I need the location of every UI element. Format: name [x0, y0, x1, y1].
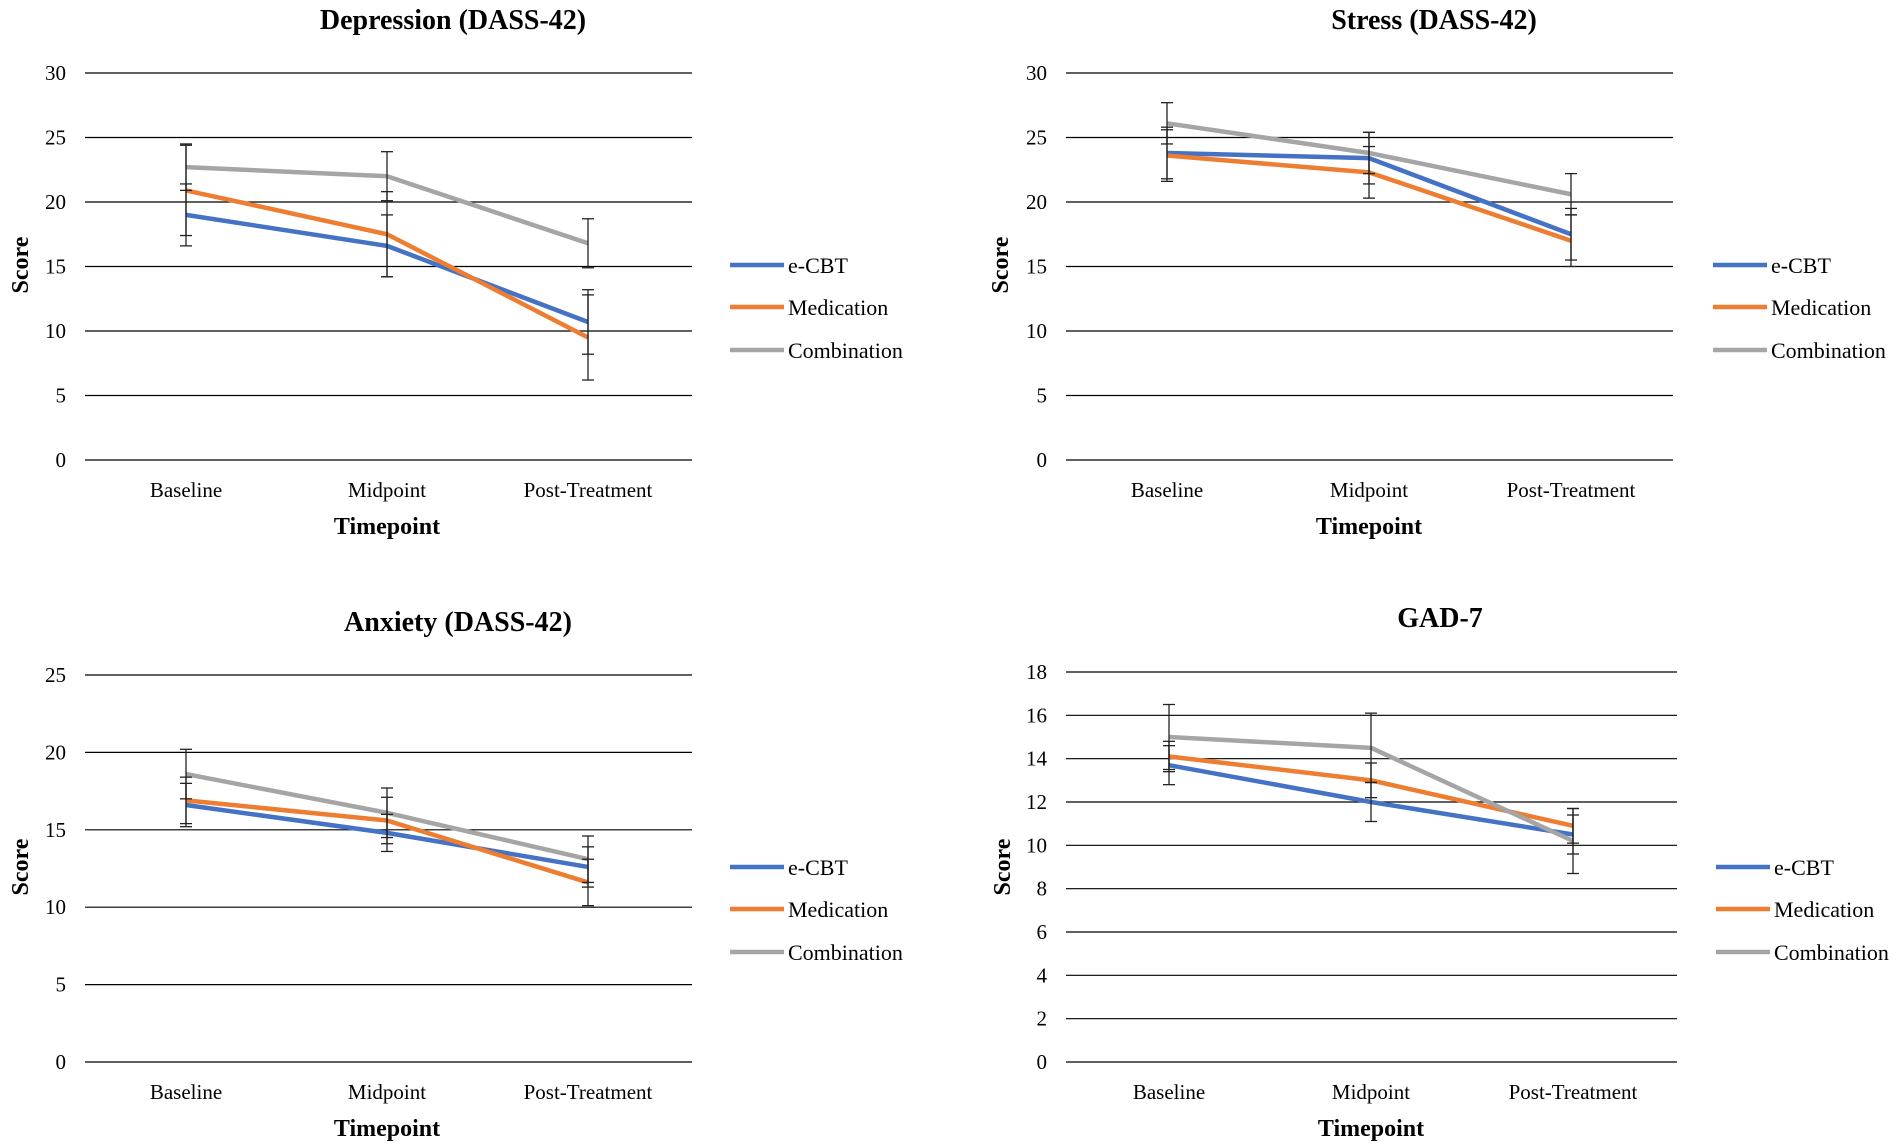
x-axis-title: Timepoint [334, 1116, 440, 1142]
legend-label: Medication [1774, 897, 1874, 922]
legend-item-e-cbt: e-CBT [730, 253, 848, 278]
legend-label: Combination [1771, 338, 1886, 363]
legend-label: Combination [788, 940, 903, 965]
y-tick-label: 16 [1026, 703, 1047, 727]
chart-panel-anxiety: Anxiety (DASS-42) 0 5 10 15 20 25 Baseline Mid… [8, 607, 903, 1142]
legend-label: e-CBT [788, 855, 848, 880]
y-tick-label: 14 [1026, 747, 1048, 771]
y-tick-label: 12 [1026, 790, 1047, 814]
x-axis-title: Timepoint [334, 514, 440, 540]
legend-item-combination: Combination [1713, 338, 1886, 363]
y-tick-label: 25 [45, 663, 66, 687]
x-tick-label: Post-Treatment [524, 478, 653, 502]
y-tick-label: 0 [56, 448, 67, 472]
chart-panel-depression: Depression (DASS-42) 0 5 10 15 20 25 30 Baseli… [8, 5, 903, 540]
chart-title: Anxiety (DASS-42) [344, 607, 572, 638]
chart-panel-gad7: GAD-7 0 2 4 6 8 10 12 14 16 18 Baseline Midpoint Po… [990, 603, 1889, 1142]
y-tick-label: 20 [45, 190, 66, 214]
y-tick-label: 5 [56, 384, 67, 408]
y-tick-label: 20 [45, 740, 66, 764]
y-tick-label: 15 [1026, 255, 1047, 279]
y-tick-label: 15 [45, 818, 66, 842]
legend-item-combination: Combination [730, 940, 903, 965]
legend-label: Combination [788, 338, 903, 363]
y-tick-label: 20 [1026, 190, 1047, 214]
x-tick-label: Post-Treatment [1509, 1080, 1638, 1104]
legend-item-medication: Medication [1713, 295, 1871, 320]
y-axis-title: Score [8, 236, 34, 293]
y-tick-label: 2 [1037, 1007, 1048, 1031]
x-tick-label: Baseline [150, 1080, 222, 1104]
legend-item-medication: Medication [730, 295, 888, 320]
y-tick-label: 5 [56, 973, 67, 997]
error-bar [1161, 102, 1173, 145]
legend-label: Medication [788, 897, 888, 922]
legend-label: e-CBT [1774, 855, 1834, 880]
y-tick-label: 6 [1037, 920, 1048, 944]
y-tick-label: 10 [1026, 833, 1047, 857]
y-tick-label: 10 [1026, 319, 1047, 343]
x-tick-label: Baseline [150, 478, 222, 502]
x-tick-label: Baseline [1133, 1080, 1205, 1104]
y-tick-label: 30 [45, 61, 66, 85]
error-bar [582, 218, 594, 269]
y-tick-label: 10 [45, 895, 66, 919]
legend-item-e-cbt: e-CBT [1716, 855, 1834, 880]
error-bar [381, 787, 393, 839]
y-tick-label: 0 [1037, 1050, 1048, 1074]
x-axis-title: Timepoint [1318, 1116, 1424, 1142]
error-bar [180, 143, 192, 192]
legend-label: e-CBT [788, 253, 848, 278]
error-bar [1567, 807, 1579, 875]
x-tick-label: Baseline [1131, 478, 1203, 502]
x-tick-label: Midpoint [1332, 1080, 1410, 1104]
x-tick-label: Midpoint [1330, 478, 1408, 502]
y-tick-label: 25 [45, 126, 66, 150]
y-tick-label: 0 [56, 1050, 67, 1074]
y-tick-label: 30 [1026, 61, 1047, 85]
y-tick-label: 8 [1037, 877, 1048, 901]
chart-panel-stress: Stress (DASS-42) 0 5 10 15 20 25 30 Baseline Mi… [988, 5, 1886, 540]
legend-item-combination: Combination [730, 338, 903, 363]
x-tick-label: Post-Treatment [1507, 478, 1636, 502]
x-axis-title: Timepoint [1316, 514, 1422, 540]
y-tick-label: 10 [45, 319, 66, 343]
error-bar [1365, 712, 1377, 784]
error-bar [1163, 703, 1175, 771]
error-bar [1363, 131, 1375, 175]
error-bar [1565, 172, 1577, 216]
y-tick-label: 25 [1026, 126, 1047, 150]
y-tick-label: 18 [1026, 660, 1047, 684]
chart-title: Stress (DASS-42) [1331, 5, 1537, 36]
y-tick-label: 4 [1037, 963, 1048, 987]
y-tick-label: 5 [1037, 384, 1048, 408]
chart-title: Depression (DASS-42) [320, 5, 586, 36]
legend-label: Combination [1774, 940, 1889, 965]
y-axis-title: Score [990, 838, 1016, 895]
legend-item-medication: Medication [730, 897, 888, 922]
x-tick-label: Post-Treatment [524, 1080, 653, 1104]
error-bar [582, 835, 594, 884]
legend-label: Medication [1771, 295, 1871, 320]
y-axis-title: Score [8, 838, 34, 895]
legend-item-medication: Medication [1716, 897, 1874, 922]
legend-item-e-cbt: e-CBT [730, 855, 848, 880]
y-axis-title: Score [988, 236, 1014, 293]
y-tick-label: 15 [45, 255, 66, 279]
legend-item-e-cbt: e-CBT [1713, 253, 1831, 278]
error-bar [381, 151, 393, 202]
legend-label: e-CBT [1771, 253, 1831, 278]
chart-title: GAD-7 [1397, 603, 1483, 634]
legend-item-combination: Combination [1716, 940, 1889, 965]
error-bar [180, 748, 192, 800]
x-tick-label: Midpoint [348, 478, 426, 502]
x-tick-label: Midpoint [348, 1080, 426, 1104]
y-tick-label: 0 [1037, 448, 1048, 472]
error-bar [582, 294, 594, 381]
legend-label: Medication [788, 295, 888, 320]
